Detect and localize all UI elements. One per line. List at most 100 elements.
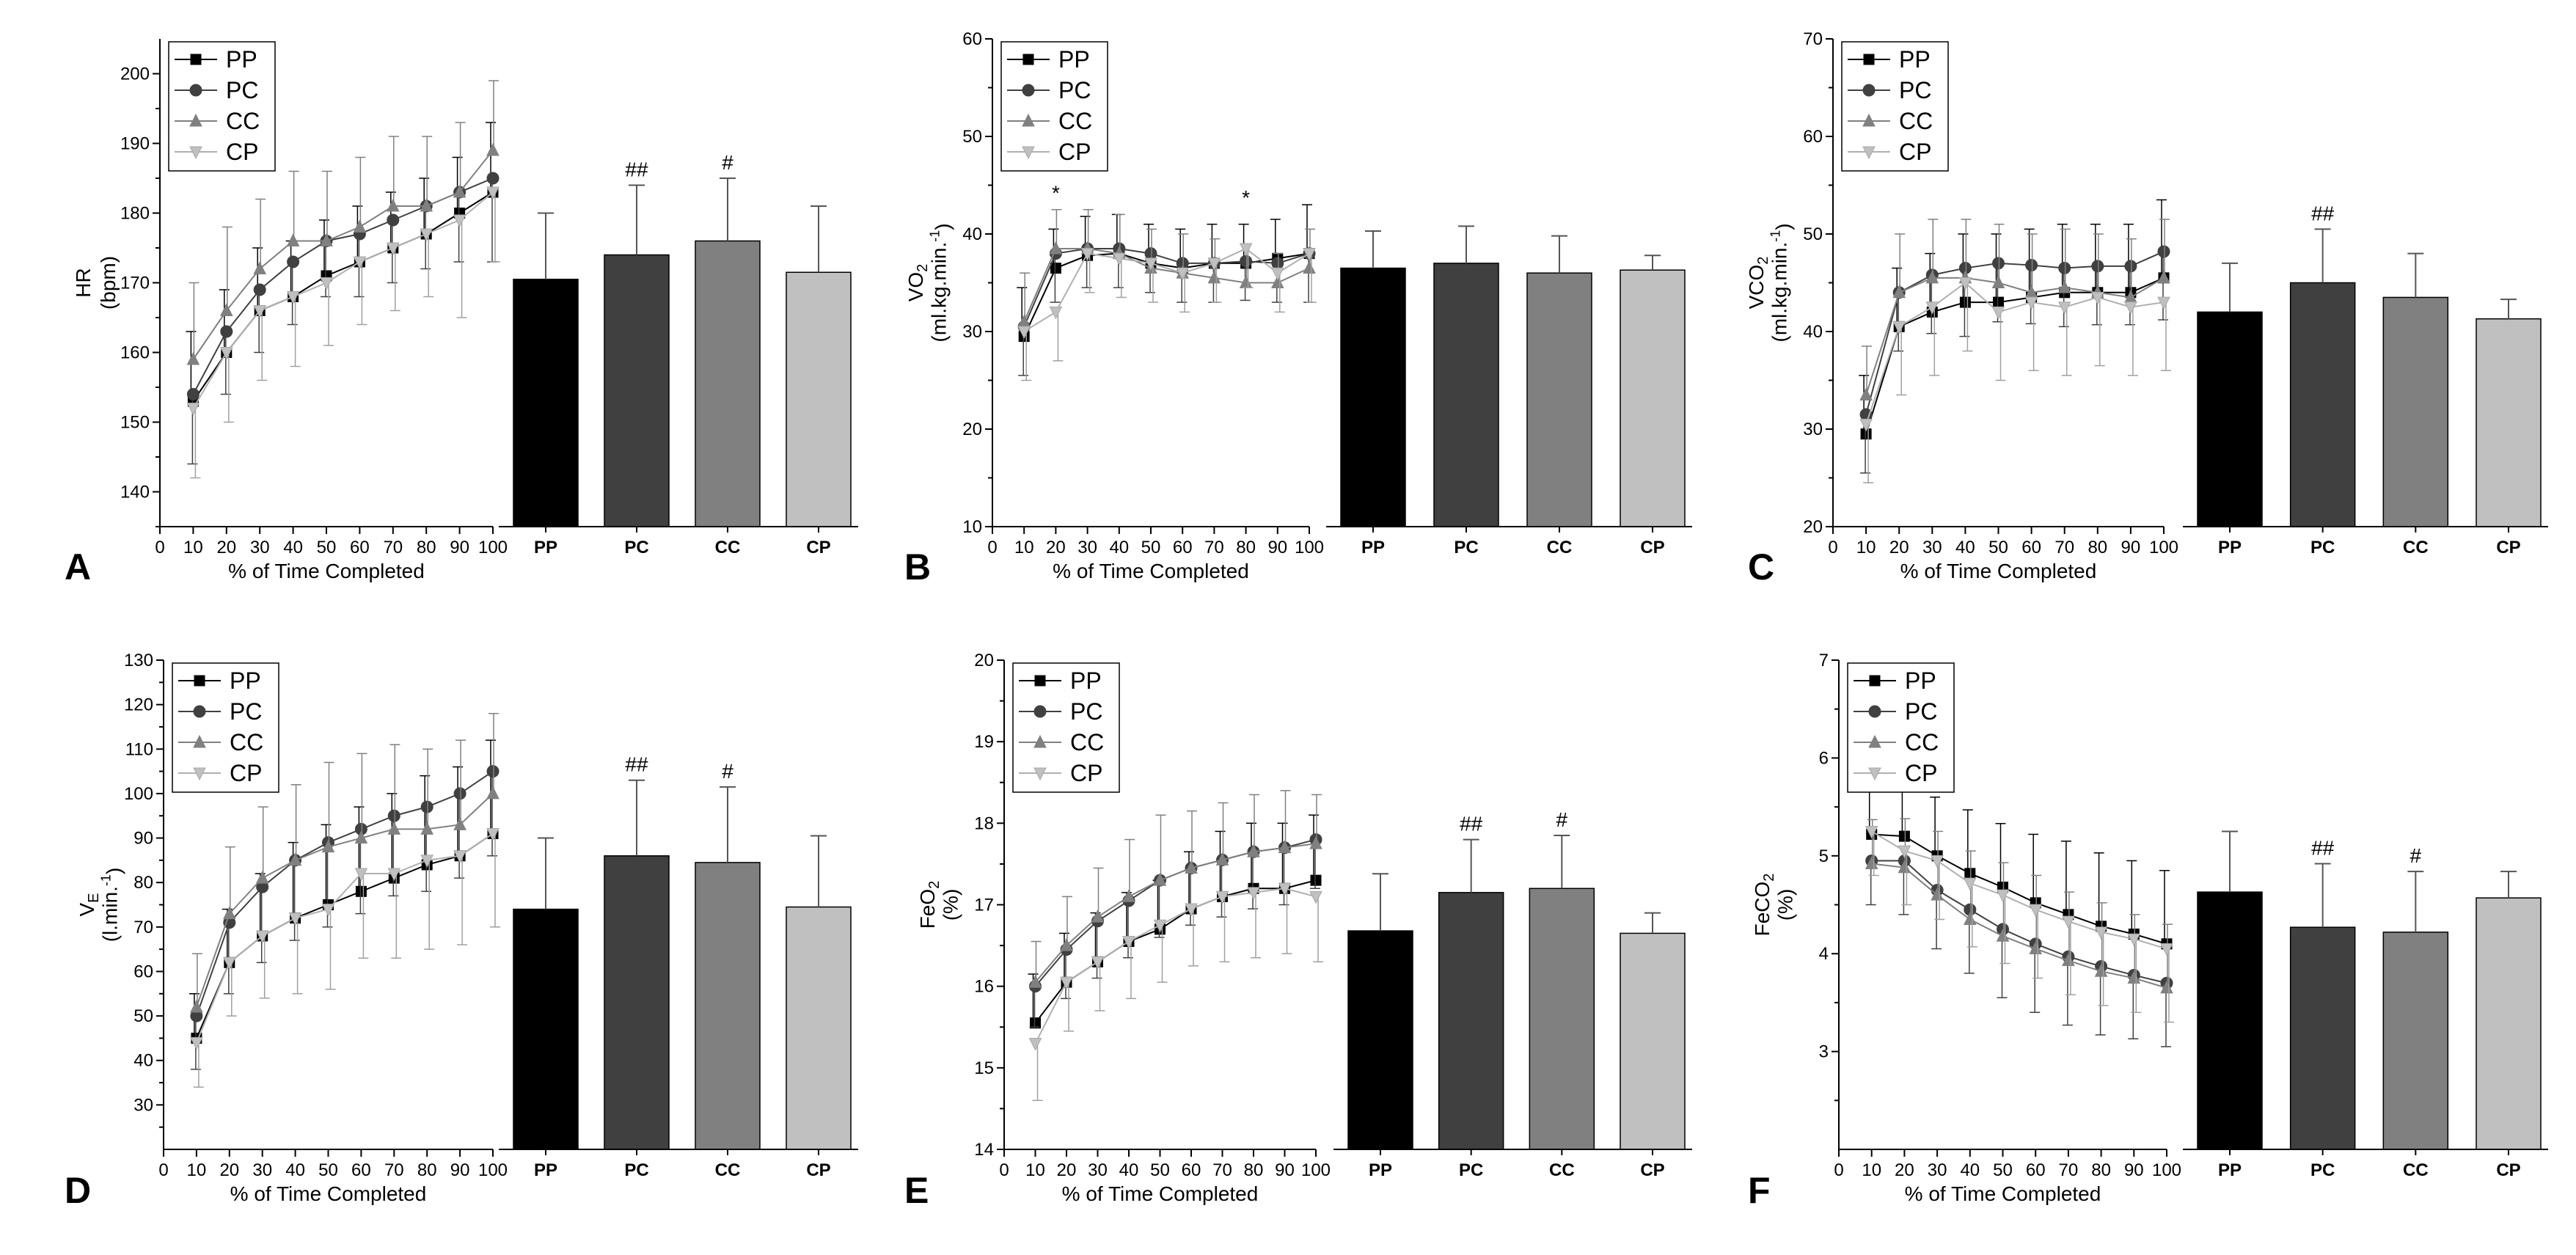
- bar: [1529, 888, 1595, 1150]
- data-point: [2124, 260, 2137, 273]
- data-point: [420, 855, 434, 868]
- bar-significance-marker: #: [722, 151, 733, 174]
- data-point: [354, 830, 368, 844]
- x-tick-label: 60: [2026, 1160, 2046, 1180]
- data-point: [1898, 845, 1911, 859]
- series-cp: [1028, 882, 1323, 1102]
- data-point: [386, 198, 400, 212]
- x-tick-label: 20: [1895, 1160, 1914, 1180]
- x-tick-label: 0: [155, 538, 164, 557]
- x-tick-label: 80: [1236, 538, 1256, 557]
- bar-significance-marker: ##: [1460, 813, 1483, 835]
- legend-label: CP: [1899, 139, 1931, 165]
- x-tick-label: 60: [1173, 538, 1193, 557]
- data-point: [286, 291, 300, 304]
- data-point: [1963, 912, 1977, 926]
- data-point: [420, 800, 433, 813]
- x-tick-label: 50: [318, 1160, 338, 1180]
- x-tick-label: 90: [1275, 1160, 1295, 1180]
- legend-box: [1000, 41, 1108, 172]
- data-point: [1112, 252, 1126, 266]
- x-tick-label: 10: [1856, 538, 1876, 557]
- legend-marker: [1862, 113, 1876, 127]
- bar: [513, 279, 579, 527]
- x-axis-title: % of Time Completed: [1900, 560, 2097, 582]
- data-point: [288, 912, 302, 926]
- data-point: [1309, 836, 1322, 849]
- x-tick-label: 10: [183, 538, 203, 557]
- series-line: [1865, 277, 2165, 395]
- x-tick-label: 30: [250, 538, 270, 557]
- legend-label: CC: [1058, 108, 1092, 134]
- y-axis-title: VCO2(ml.kg.min.-1): [1745, 223, 1794, 342]
- panel-d: 30 40 50 60 70 80 90 100 110 120 130 0 10 20 30 40 50 60 7…: [65, 651, 858, 1211]
- y-tick-label: 20: [962, 420, 982, 439]
- data-point: [1091, 956, 1105, 970]
- data-point: [1215, 890, 1229, 904]
- legend-box: [172, 662, 279, 793]
- data-point: [2157, 296, 2170, 310]
- panel-letter: B: [904, 546, 931, 588]
- series-pp: [1859, 199, 2170, 440]
- x-tick-label: 70: [384, 1160, 404, 1180]
- legend-label: PC: [1070, 698, 1102, 725]
- data-point: [219, 303, 233, 316]
- legend-marker: [1868, 705, 1881, 718]
- data-point: [1185, 903, 1198, 917]
- y-axis-title-line: ): [102, 868, 125, 874]
- y-axis-subscript: 2: [915, 264, 931, 272]
- y-tick-label: 16: [974, 977, 994, 997]
- panel-b: 10 20 30 40 50 60 0 10 20 30 40 50 60 70 80 90 100 % of T…: [904, 29, 1692, 588]
- y-tick-label: 50: [133, 1006, 153, 1026]
- bar-category-label: CC: [2403, 1160, 2429, 1180]
- series-cc: [1865, 818, 2173, 994]
- data-point: [1931, 855, 1944, 868]
- y-tick-label: 60: [1803, 127, 1823, 147]
- x-tick-label: 50: [1988, 538, 2008, 557]
- x-tick-label: 80: [417, 538, 436, 557]
- legend: PP PC CC CP: [168, 41, 276, 172]
- y-axis-title: HR(bpm): [72, 256, 120, 310]
- data-point: [1215, 852, 1229, 866]
- data-point: [387, 822, 401, 835]
- data-point: [190, 999, 203, 1013]
- x-tick-label: 0: [987, 538, 997, 557]
- data-point: [420, 822, 434, 835]
- bar-category-label: PP: [1369, 1160, 1392, 1180]
- data-point: [253, 283, 266, 296]
- bar-category-label: CC: [2403, 538, 2429, 557]
- bar-category-label: PP: [2218, 538, 2242, 557]
- x-tick-label: 30: [1922, 538, 1942, 557]
- x-tick-label: 80: [1244, 1160, 1264, 1180]
- y-tick-label: 40: [962, 224, 982, 244]
- y-tick-label: 14: [974, 1140, 994, 1160]
- data-point: [486, 172, 500, 185]
- bar-category-label: PC: [1454, 538, 1478, 557]
- bar: [786, 906, 852, 1150]
- data-point: [1859, 387, 1873, 400]
- bar-category-label: CC: [1549, 1160, 1575, 1180]
- data-point: [1996, 929, 2010, 942]
- y-axis-title-line: HR: [72, 268, 95, 297]
- y-tick-label: 100: [124, 784, 153, 804]
- bar-category-label: PP: [1361, 538, 1385, 557]
- y-axis-title-line: (%): [1774, 889, 1796, 921]
- x-tick-label: 50: [1141, 538, 1161, 557]
- legend-label: CP: [226, 139, 258, 165]
- data-point: [1144, 247, 1157, 260]
- series-line: [1865, 251, 2165, 415]
- legend-marker: [1868, 734, 1881, 748]
- bar: [1620, 932, 1686, 1150]
- x-tick-label: 30: [252, 1160, 272, 1180]
- data-point: [486, 765, 500, 778]
- panel-letter: D: [65, 1170, 91, 1211]
- x-tick-label: 90: [450, 538, 469, 557]
- data-point: [1992, 257, 2005, 270]
- bar: [2289, 926, 2356, 1150]
- data-point: [1060, 937, 1073, 951]
- data-point: [2025, 259, 2038, 272]
- x-tick-label: 10: [1014, 538, 1034, 557]
- bar: [2289, 282, 2356, 527]
- x-tick-label: 80: [2087, 538, 2107, 557]
